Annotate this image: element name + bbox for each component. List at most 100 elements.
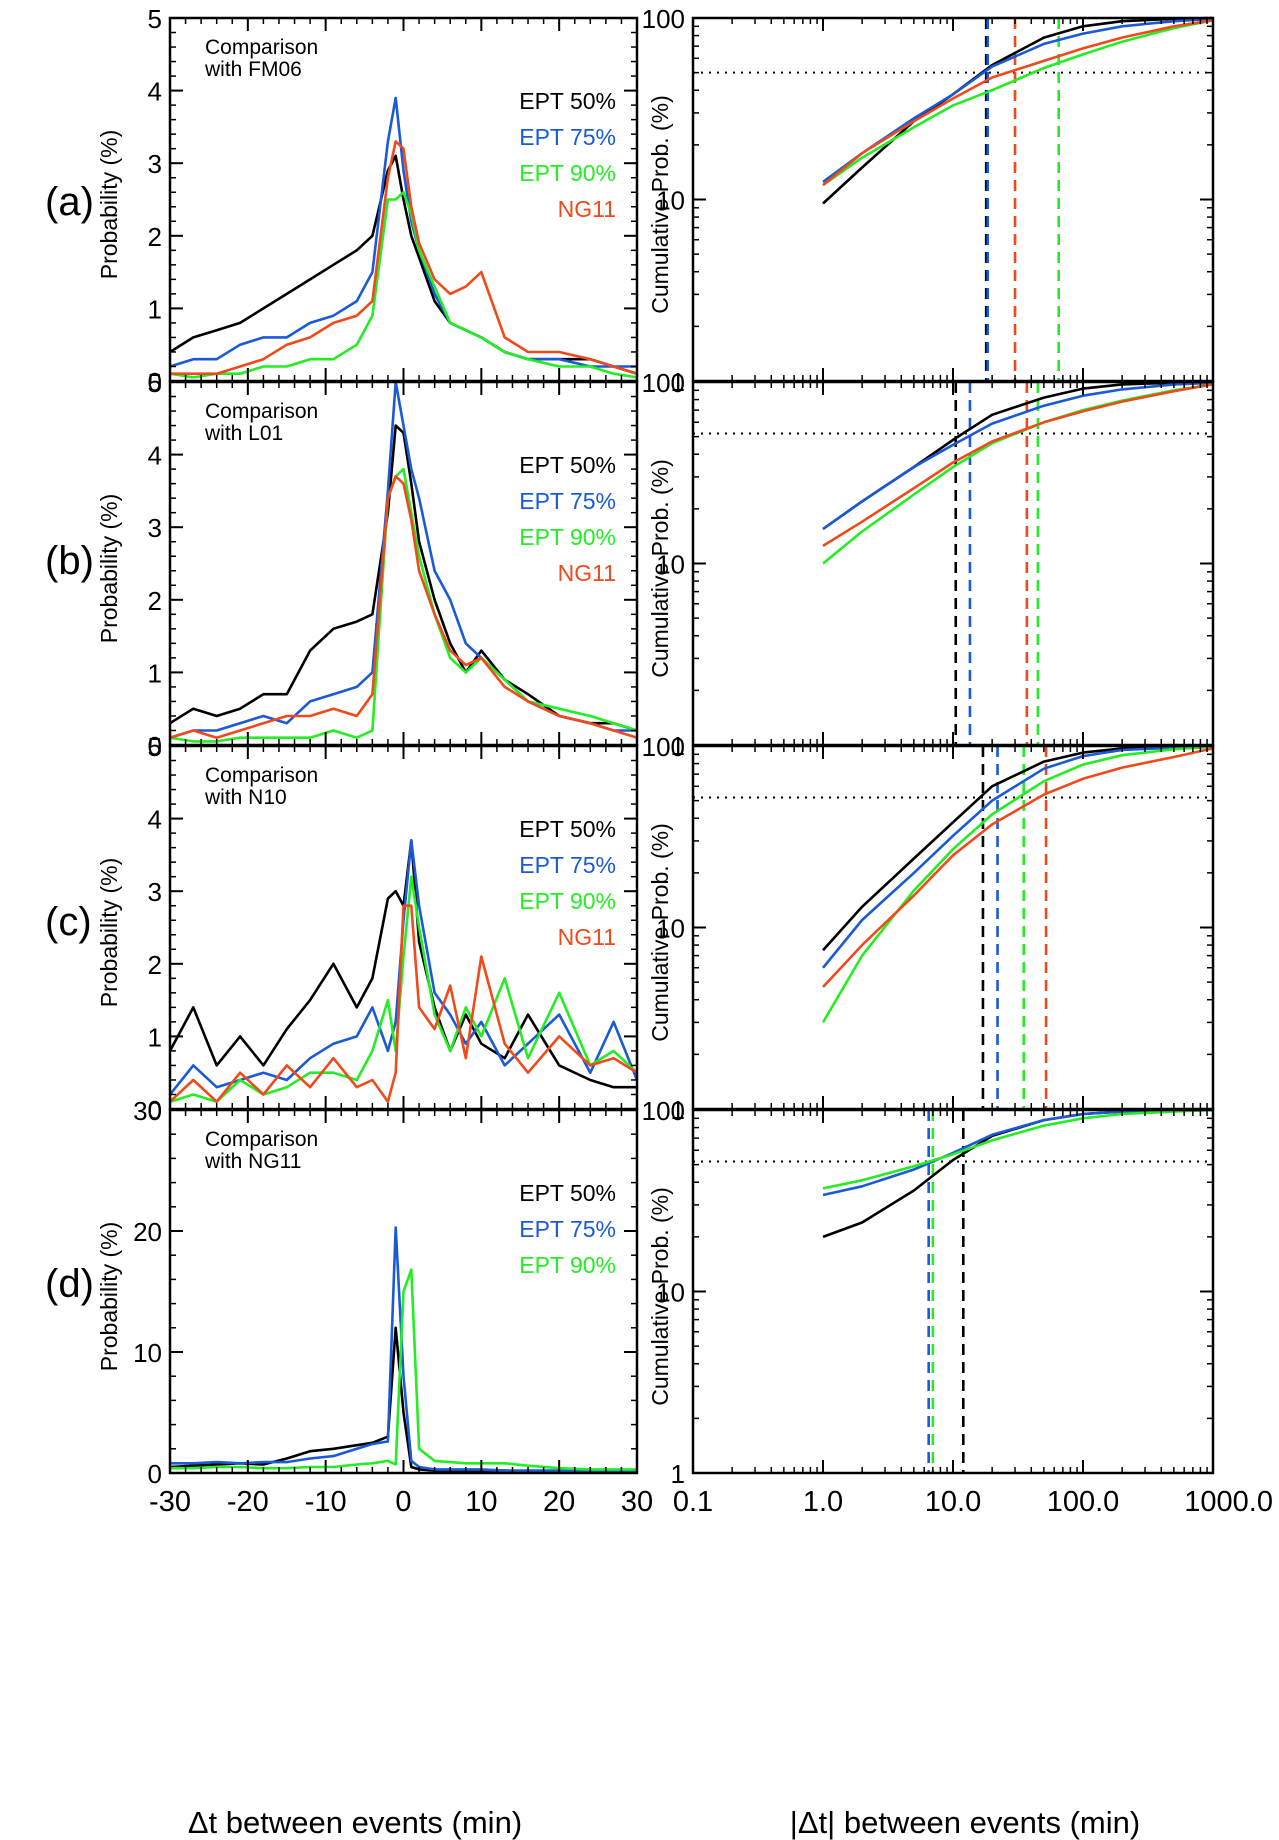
y-tick-label: 0	[148, 731, 162, 761]
y-tick-label: 0	[148, 367, 162, 397]
left-x-axis-label: Δt between events (min)	[188, 1805, 522, 1840]
x-tick-label: 10.0	[925, 1486, 981, 1518]
y-tick-label: 100	[642, 368, 685, 398]
panels: 0 1 2 3 4 5 Probability (%) Comparison with FM0…	[96, 4, 1273, 1518]
y-tick-label: 2	[148, 222, 162, 252]
y-tick-label: 1	[148, 658, 162, 688]
y-tick-label: 10	[656, 914, 685, 944]
y-tick-label: 10	[656, 1278, 685, 1308]
y-axis-label: Probability (%)	[96, 1222, 122, 1372]
series-line-ng11	[170, 140, 638, 376]
series-line-ept50	[822, 16, 1214, 205]
y-tick-label: 1	[148, 294, 162, 324]
legend-entry: NG11	[558, 560, 616, 586]
x-tick-label: 0	[395, 1486, 411, 1518]
y-axis-label: Probability (%)	[96, 494, 122, 644]
x-tick-label: 20	[543, 1486, 575, 1518]
panel-annotation: with FM06	[204, 58, 302, 81]
y-tick-label: 10	[656, 550, 685, 580]
legend-entry: EPT 50%	[519, 88, 616, 114]
y-tick-label: 5	[148, 732, 162, 762]
y-tick-label: 10	[133, 1338, 162, 1368]
panel-annotation: Comparison	[205, 36, 318, 59]
y-axis-label: Probability (%)	[96, 858, 122, 1008]
y-tick-label: 30	[133, 1096, 162, 1126]
series-line-ept75	[821, 744, 1214, 969]
panel-label-d: (d)	[45, 1262, 94, 1306]
panel-c-right: 1 10 100 Cumulative Prob. (%)	[642, 732, 1215, 1125]
x-tick-label: -30	[149, 1486, 191, 1518]
x-tick-label: 100.0	[1047, 1486, 1120, 1518]
panel-label-c: (c)	[45, 900, 92, 944]
y-axis-label: Cumulative Prob. (%)	[647, 95, 673, 314]
right-x-axis-label: |Δt| between events (min)	[790, 1805, 1140, 1840]
legend-entry: EPT 90%	[519, 888, 616, 914]
panel-d-left: 0 10 20 30 -30 -20 -10 0 10 20 30 Probability (%) Co…	[96, 1096, 653, 1518]
series-line-ng11	[169, 904, 638, 1103]
y-tick-label: 4	[148, 805, 162, 835]
series-line-ept90	[169, 190, 638, 379]
x-tick-label: 10	[465, 1486, 497, 1518]
series-line-ept75	[822, 381, 1214, 531]
x-tick-label: -20	[227, 1486, 269, 1518]
panel-label-a: (a)	[45, 180, 94, 224]
panel-annotation: Comparison	[205, 1128, 318, 1151]
legend-entry: EPT 90%	[519, 524, 616, 550]
panel-b-left: 0 1 2 3 4 5 Probability (%) Comparison with L01…	[96, 368, 639, 761]
legend-entry: EPT 50%	[519, 816, 616, 842]
y-tick-label: 100	[642, 1096, 685, 1126]
x-tick-label: 0.1	[673, 1486, 713, 1518]
y-tick-label: 10	[656, 186, 685, 216]
legend-entry: EPT 75%	[519, 488, 616, 514]
y-tick-label: 3	[148, 877, 162, 907]
y-tick-label: 1	[671, 1095, 685, 1125]
legend-entry: EPT 50%	[519, 452, 616, 478]
x-tick-label: 1000.0	[1184, 1486, 1273, 1518]
x-tick-label: 30	[621, 1486, 653, 1518]
legend-entry: EPT 90%	[519, 160, 616, 186]
series-line-ng11	[822, 383, 1214, 548]
y-tick-label: 1	[671, 367, 685, 397]
panel-annotation: Comparison	[205, 400, 318, 423]
legend-entry: NG11	[558, 196, 616, 222]
y-tick-label: 4	[148, 441, 162, 471]
legend-entry: EPT 75%	[519, 124, 616, 150]
series-line-ept90	[821, 745, 1214, 1024]
y-tick-label: 1	[671, 731, 685, 761]
y-tick-label: 5	[148, 368, 162, 398]
y-axis-label: Cumulative Prob. (%)	[647, 1187, 673, 1406]
series-line-ng11	[822, 19, 1214, 187]
y-tick-label: 100	[642, 732, 685, 762]
panel-b-right: 1 10 100 Cumulative Prob. (%)	[642, 368, 1215, 761]
y-axis-label: Cumulative Prob. (%)	[647, 823, 673, 1042]
x-tick-label: 1.0	[803, 1486, 843, 1518]
series-line-ept90	[822, 1108, 1214, 1190]
y-tick-label: 0	[148, 1095, 162, 1125]
panel-annotation: with N10	[204, 786, 287, 809]
panel-a-right: 1 10 100 Cumulative Prob. (%)	[642, 4, 1215, 397]
panel-label-b: (b)	[45, 539, 94, 583]
y-tick-label: 4	[148, 77, 162, 107]
y-tick-label: 0	[148, 1459, 162, 1489]
panel-annotation: with NG11	[204, 1150, 301, 1173]
panel-annotation: Comparison	[205, 764, 318, 787]
y-axis-label: Probability (%)	[96, 130, 122, 280]
y-tick-label: 2	[148, 586, 162, 616]
panel-d-right: 1 10 100 0.1 1.0 10.0 100.0 1000.0 Cumulative Pr…	[642, 1096, 1273, 1518]
series-line-ng11	[169, 475, 638, 740]
y-tick-label: 2	[148, 950, 162, 980]
series-line-ng11	[822, 747, 1214, 988]
legend-entry: NG11	[558, 924, 616, 950]
series-line-ept90	[822, 19, 1214, 187]
y-tick-label: 1	[148, 1022, 162, 1052]
y-tick-label: 1	[671, 1459, 685, 1489]
y-tick-label: 3	[148, 513, 162, 543]
legend-entry: EPT 75%	[519, 1216, 616, 1242]
y-axis-label: Cumulative Prob. (%)	[647, 459, 673, 678]
y-tick-label: 100	[642, 4, 685, 34]
legend-entry: EPT 50%	[519, 1180, 616, 1206]
legend-entry: EPT 90%	[519, 1252, 616, 1278]
y-tick-label: 20	[133, 1217, 162, 1247]
